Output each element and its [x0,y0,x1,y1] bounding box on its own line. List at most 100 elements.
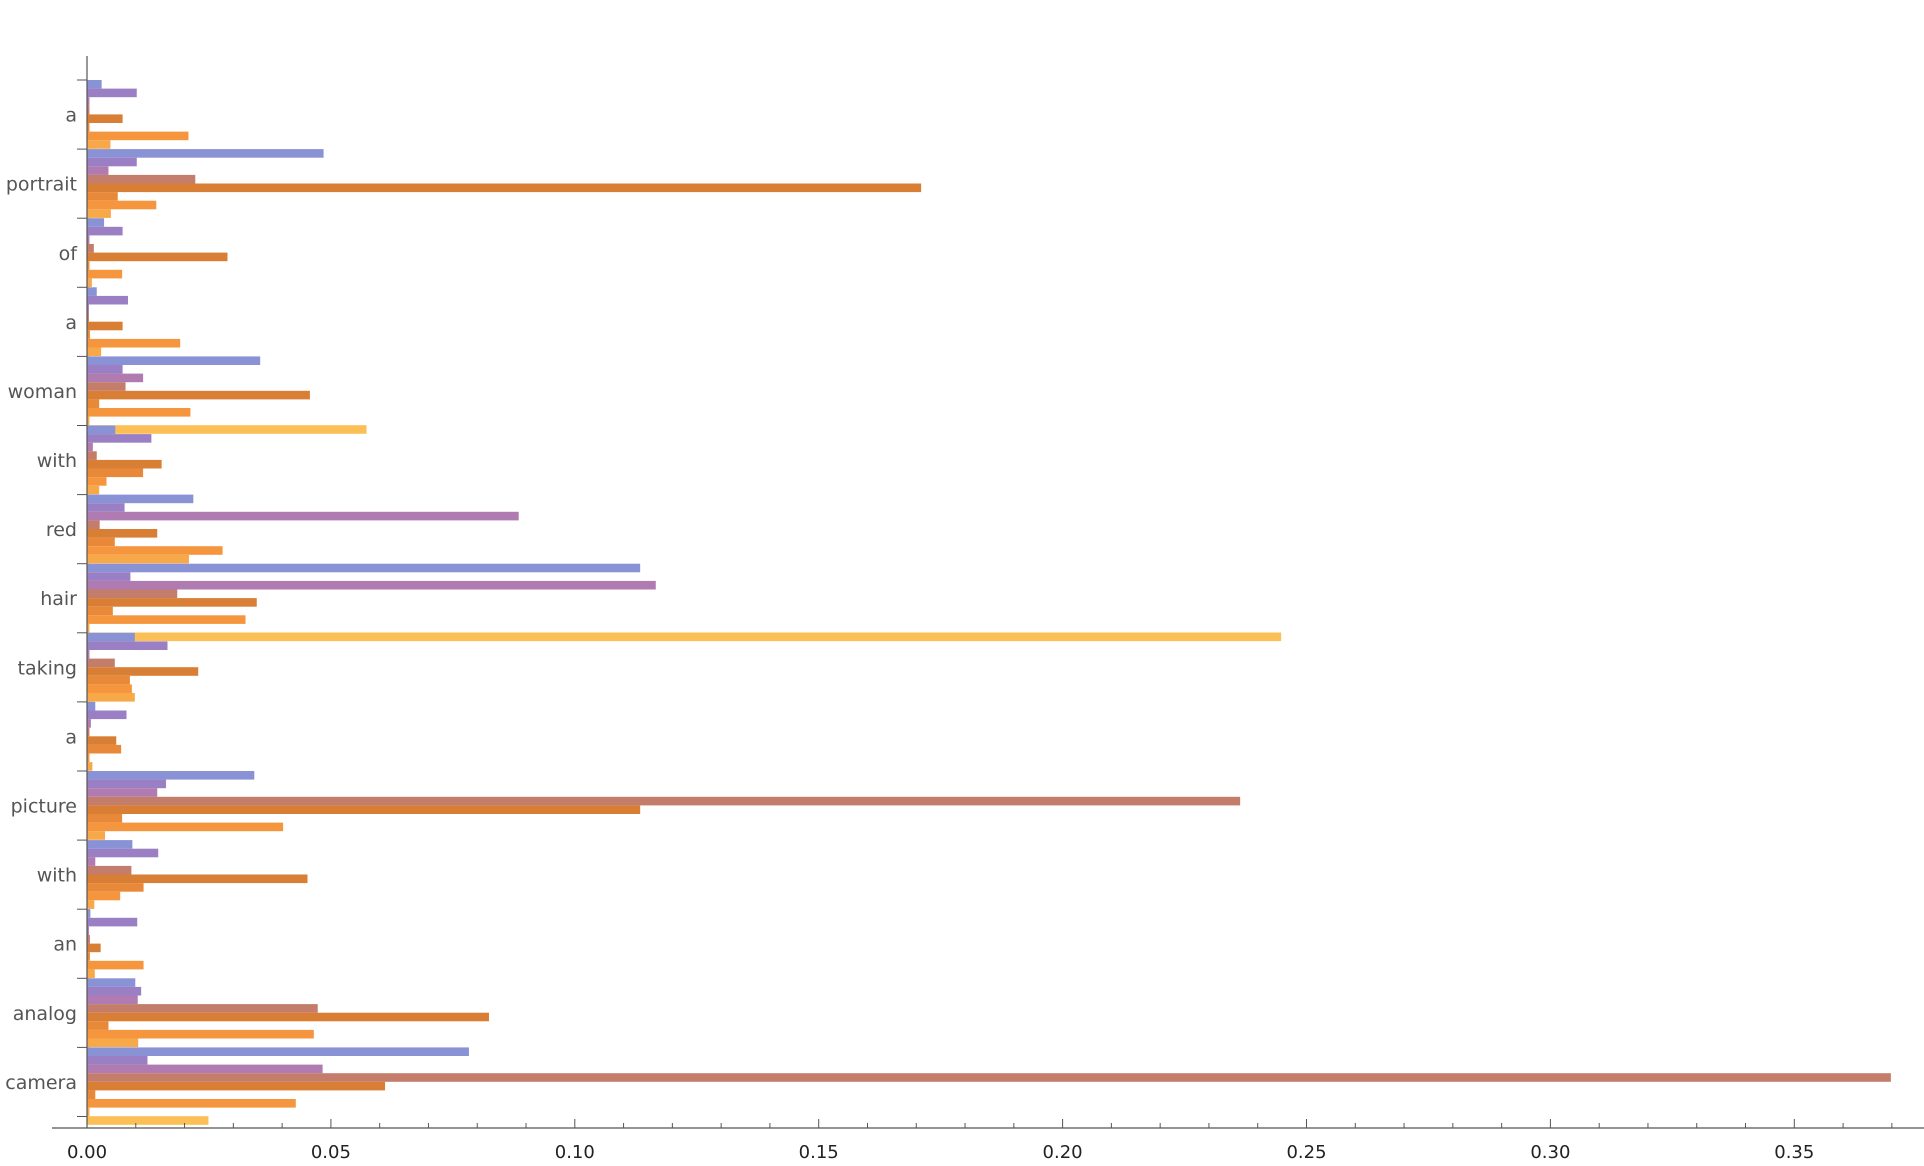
bar-7-series-0 [87,563,641,573]
x-tick-label: 0.05 [311,1142,351,1163]
bars-group [87,80,1891,1125]
category-label: hair [40,588,77,610]
bar-8-series-7 [87,693,135,702]
bar-7-series-1 [87,572,131,581]
bar-10-series-1 [87,779,167,789]
x-tick-label: 0.25 [1286,1142,1326,1163]
bar-11-series-7 [87,900,95,909]
x-tick-label: 0.00 [67,1142,107,1163]
bar-3-series-0 [87,287,97,296]
bar-13-series-2 [87,995,138,1005]
bar-3-series-7 [87,347,102,357]
category-label: analog [13,1003,77,1025]
bar-8-series-0 [87,632,135,642]
bar-10-series-5 [87,814,123,823]
bar-9-series-2 [87,719,91,728]
bar-5-series-4 [87,459,162,469]
bar-8-series-4 [87,667,199,676]
bar-10-series-4 [87,805,641,814]
bar-10-series-0 [87,771,255,780]
bar-13-series-5 [87,1021,109,1030]
bar-13-series-0 [87,978,136,987]
bar-12-series-4 [87,943,101,953]
x-tick-label: 0.10 [555,1142,595,1163]
bar-14-series-3 [87,1073,1891,1082]
bar-7-series-8 [87,632,1282,642]
bar-3-series-5 [87,330,90,339]
bar-6-series-6 [87,546,223,555]
x-tick-label: 0.15 [799,1142,839,1163]
bar-8-series-5 [87,675,130,685]
bar-9-series-5 [87,744,122,754]
bar-9-series-4 [87,736,117,745]
category-label: an [53,934,77,956]
bar-1-series-2 [87,166,109,175]
category-label: camera [5,1072,77,1094]
bar-11-series-2 [87,857,96,866]
bar-4-series-7 [87,416,90,426]
bar-3-series-2 [87,304,89,314]
bar-6-series-4 [87,529,158,538]
bar-0-series-4 [87,114,123,123]
bar-11-series-6 [87,891,121,901]
bar-2-series-6 [87,269,123,279]
bar-2-series-3 [87,244,94,253]
bar-6-series-7 [87,554,189,564]
category-label: a [65,312,77,334]
bar-12-series-2 [87,926,89,935]
bar-1-series-6 [87,200,157,210]
bar-9-series-3 [87,727,90,737]
bar-8-series-3 [87,658,115,668]
bar-10-series-3 [87,796,1241,806]
bar-12-series-3 [87,935,90,944]
bar-1-series-4 [87,183,922,193]
bar-2-series-7 [87,278,92,287]
bar-14-series-8 [87,1116,209,1125]
bar-3-series-1 [87,295,128,305]
bar-4-series-6 [87,408,191,417]
bar-14-series-0 [87,1047,469,1056]
x-tick-label: 0.20 [1043,1142,1083,1163]
x-axis: 0.00 0.05 0.10 0.15 0.20 0.25 0.30 0.35 [52,1119,1924,1163]
bar-11-series-4 [87,874,308,884]
bar-9-series-7 [87,762,93,771]
bar-12-series-5 [87,952,90,961]
bar-13-series-7 [87,1038,139,1048]
bar-14-series-6 [87,1099,296,1108]
bar-12-series-7 [87,969,95,978]
bar-1-series-1 [87,157,137,167]
bar-4-series-5 [87,399,100,408]
category-label: with [37,865,77,887]
bar-7-series-5 [87,606,113,616]
bar-0-series-3 [87,105,90,115]
bar-3-series-3 [87,313,89,322]
bar-6-series-2 [87,511,519,521]
category-label: a [65,105,77,127]
bar-10-series-6 [87,822,284,832]
bar-6-series-0 [87,494,194,504]
bar-0-series-1 [87,88,137,98]
bar-13-series-6 [87,1029,314,1039]
bar-2-series-0 [87,218,105,227]
bar-10-series-2 [87,788,158,797]
bar-2-series-4 [87,252,228,262]
bar-5-series-2 [87,442,93,452]
bar-10-series-7 [87,831,106,840]
bar-12-series-1 [87,917,138,927]
bar-4-series-8 [87,425,367,434]
category-label: red [46,519,77,541]
bar-4-series-2 [87,373,144,383]
bar-14-series-2 [87,1064,323,1074]
category-label: with [37,450,77,472]
bar-11-series-1 [87,848,159,858]
bar-12-series-0 [87,909,91,918]
bar-1-series-0 [87,149,324,158]
bar-7-series-7 [87,623,90,633]
category-label: picture [11,796,77,818]
bar-11-series-3 [87,865,132,875]
category-label: a [65,726,77,748]
bar-0-series-2 [87,97,90,106]
bar-5-series-3 [87,451,97,460]
bar-2-series-1 [87,226,123,236]
